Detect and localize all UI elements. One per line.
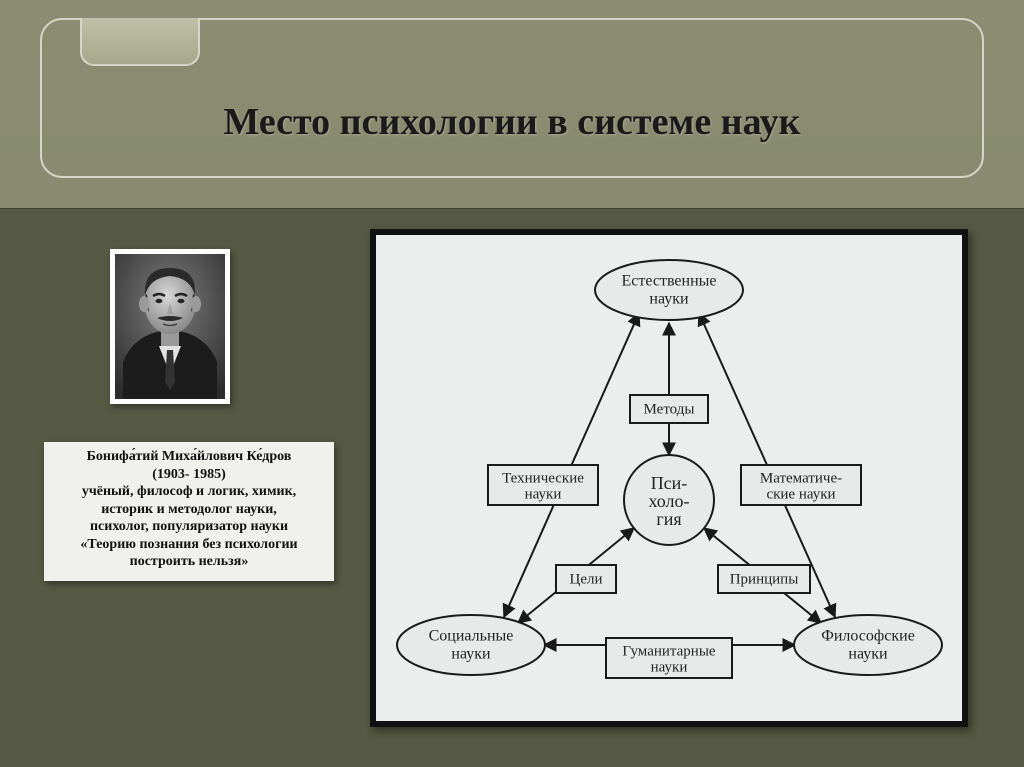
box-goals: Цели <box>556 565 616 593</box>
caption-dates: (1903- 1985) <box>50 466 328 484</box>
caption-line3: психолог, популяризатор науки <box>50 518 328 536</box>
slide-title: Место психологии в системе наук <box>0 100 1024 144</box>
title-tab-decor <box>80 18 200 66</box>
caption-box: Бонифа́тий Миха́йлович Ке́дров (1903- 19… <box>44 442 334 581</box>
content-band: Бонифа́тий Миха́йлович Ке́дров (1903- 19… <box>0 208 1024 767</box>
vertex-left: Социальные науки <box>397 615 545 675</box>
svg-text:науки: науки <box>451 646 491 663</box>
svg-text:Естественные: Естественные <box>622 273 717 290</box>
svg-text:холо-: холо- <box>648 491 689 511</box>
box-tech: Технические науки <box>488 465 598 505</box>
svg-text:ские науки: ские науки <box>766 486 835 502</box>
svg-text:науки: науки <box>649 291 689 308</box>
svg-text:Принципы: Принципы <box>730 571 799 587</box>
box-methods: Методы <box>630 395 708 423</box>
caption-name: Бонифа́тий Миха́йлович Ке́дров <box>50 448 328 466</box>
box-math: Математиче- ские науки <box>741 465 861 505</box>
svg-text:Гуманитарные: Гуманитарные <box>622 643 716 659</box>
center-circle: Пси- холо- гия <box>624 455 714 545</box>
svg-text:Социальные: Социальные <box>429 628 514 645</box>
diagram-frame: Естественные науки Социальные науки Фило… <box>370 229 968 727</box>
caption-quote1: «Теорию познания без психологии <box>50 536 328 554</box>
title-frame <box>40 18 984 178</box>
vertex-right: Философские науки <box>794 615 942 675</box>
caption-line2: историк и методолог науки, <box>50 501 328 519</box>
svg-text:Пси-: Пси- <box>651 473 688 493</box>
kedrov-triangle-diagram: Естественные науки Социальные науки Фило… <box>376 235 962 721</box>
svg-text:гия: гия <box>656 509 681 529</box>
svg-text:Технические: Технические <box>502 470 584 486</box>
svg-text:науки: науки <box>848 646 888 663</box>
caption-line1: учёный, философ и логик, химик, <box>50 483 328 501</box>
svg-text:науки: науки <box>525 486 562 502</box>
portrait-frame <box>110 249 230 404</box>
svg-text:Математиче-: Математиче- <box>760 470 842 486</box>
svg-text:Философские: Философские <box>821 628 915 645</box>
caption-quote2: построить нельзя» <box>50 553 328 571</box>
box-humanities: Гуманитарные науки <box>606 638 732 678</box>
vertex-top: Естественные науки <box>595 260 743 320</box>
box-principles: Принципы <box>718 565 810 593</box>
portrait-photo <box>115 254 225 399</box>
svg-text:науки: науки <box>651 659 688 675</box>
svg-text:Цели: Цели <box>569 571 602 587</box>
svg-text:Методы: Методы <box>644 401 695 417</box>
